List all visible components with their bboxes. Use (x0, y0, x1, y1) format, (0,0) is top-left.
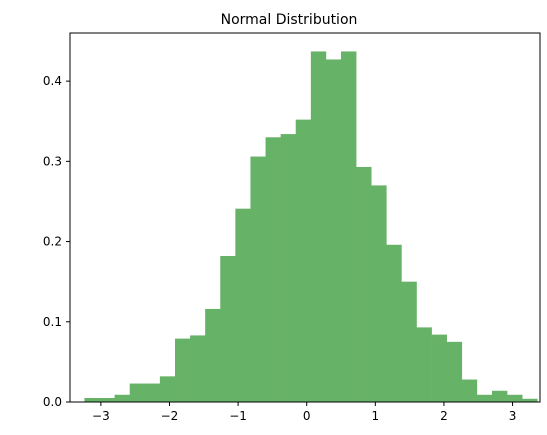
x-tick-label: 2 (440, 409, 448, 423)
histogram-bar (99, 397, 115, 402)
histogram-bar (174, 338, 191, 402)
y-tick-label: 0.2 (43, 235, 62, 249)
y-tick-label: 0.3 (43, 154, 62, 168)
histogram-bar (295, 119, 312, 403)
y-tick-label: 0.4 (43, 74, 62, 88)
y-tick-label: 0.0 (43, 395, 62, 409)
y-tick-label: 0.1 (43, 315, 62, 329)
histogram-bar (144, 383, 161, 402)
axes-frame (69, 32, 541, 403)
histogram-bar (386, 244, 402, 402)
histogram-bar (371, 185, 387, 402)
histogram-bar (356, 166, 372, 402)
histogram-bars (84, 51, 538, 403)
x-tick-label: 3 (509, 409, 517, 423)
histogram-bar (522, 398, 538, 402)
histogram-bar (461, 379, 478, 402)
histogram-bar (310, 51, 327, 402)
histogram-bar (341, 51, 357, 402)
histogram-bar (401, 281, 417, 402)
x-tick-label: 0 (303, 409, 311, 423)
histogram-bar (325, 59, 342, 402)
histogram-bar (129, 383, 146, 402)
histogram-bar (190, 335, 206, 402)
chart-title: Normal Distribution (221, 12, 358, 28)
histogram-bar (416, 327, 432, 402)
x-tick-label: −3 (92, 409, 110, 423)
y-axis-ticks: 0.0 0.1 0.2 0.3 0.4 (43, 74, 70, 409)
x-tick-label: −2 (161, 409, 179, 423)
histogram-bar (220, 256, 236, 402)
histogram-bar (280, 134, 297, 402)
histogram-bar (431, 334, 447, 402)
x-tick-label: 1 (372, 409, 380, 423)
histogram-bar (235, 208, 251, 402)
histogram-bar (265, 137, 281, 403)
histogram-bar (507, 394, 523, 402)
histogram-bar (205, 308, 221, 402)
histogram-bar (114, 394, 130, 402)
histogram-bar (446, 341, 463, 402)
histogram-bar (159, 376, 176, 402)
histogram-bar (476, 394, 493, 402)
histogram-bar (250, 156, 266, 402)
histogram-bar (491, 390, 508, 402)
x-tick-label: −1 (229, 409, 247, 423)
histogram-bar (84, 397, 100, 402)
x-axis-ticks: −3 −2 −1 0 1 2 3 (92, 402, 516, 423)
